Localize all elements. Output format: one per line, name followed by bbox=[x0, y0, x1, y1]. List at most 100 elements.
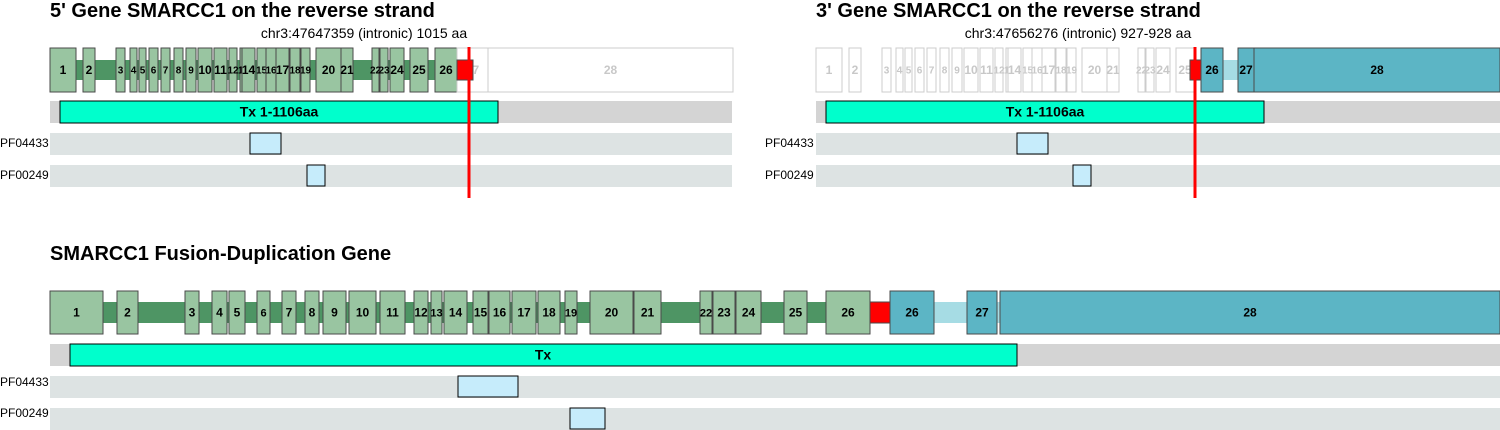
five-prime-exon-2 bbox=[82, 47, 96, 93]
three-prime-exon-label-17: 17 bbox=[1042, 63, 1056, 77]
five-prime-exon-label-5: 5 bbox=[140, 66, 146, 77]
three-prime-tx-label: Tx 1-1106aa bbox=[1006, 104, 1085, 120]
fusion-exon-label-24: 24 bbox=[742, 306, 756, 320]
fusion-exon-24 bbox=[735, 290, 762, 335]
five-prime-domain-track-1 bbox=[50, 133, 732, 155]
three-prime-exon-label-20: 20 bbox=[1088, 63, 1102, 77]
fusion-exon-label-12: 12 bbox=[414, 306, 428, 320]
five-prime-exon-14 bbox=[241, 47, 256, 93]
fusion-domain-label-2: PF00249 bbox=[0, 406, 49, 420]
five-prime-exon-18 bbox=[289, 47, 301, 93]
five-prime-tx-bar bbox=[59, 100, 499, 124]
three-prime-exon-label-19: 19 bbox=[1066, 66, 1078, 77]
fusion-exon-17 bbox=[511, 290, 537, 335]
fusion-exon-label-19: 19 bbox=[565, 307, 577, 319]
five-prime-exon-23 bbox=[379, 47, 389, 93]
five-prime-exon-label-26: 26 bbox=[439, 63, 453, 77]
five-prime-breakpoint-label: chr3:47647359 (intronic) 1015 aa bbox=[261, 25, 467, 41]
fusion-gene-track: 1 2 3 4 5 6 7 8 9 10 11 12 13 14 15 16 17 18 19 20 21 22 23 24 2… bbox=[49, 290, 1500, 335]
three-prime-exon-label-7: 7 bbox=[929, 66, 935, 77]
fusion-exon-4 bbox=[211, 290, 228, 335]
fusion-exon-6 bbox=[256, 290, 271, 335]
five-prime-breakpoint-block bbox=[456, 59, 474, 81]
three-prime-exon-24 bbox=[1155, 47, 1171, 93]
five-prime-exon-label-17: 17 bbox=[276, 63, 290, 77]
three-prime-exon-label-25: 25 bbox=[1178, 63, 1192, 77]
three-prime-exon-12 bbox=[994, 47, 1004, 93]
five-prime-title: 5' Gene SMARCC1 on the reverse strand bbox=[50, 0, 435, 22]
three-prime-exon-19 bbox=[1066, 47, 1077, 93]
fusion-exon-label-2: 2 bbox=[124, 306, 131, 320]
five-prime-exon-label-8: 8 bbox=[176, 66, 182, 77]
three-prime-exon-11 bbox=[979, 47, 994, 93]
fusion-domain-pf04433 bbox=[457, 375, 519, 398]
fusion-exon-14 bbox=[443, 290, 468, 335]
three-prime-domain-track-2 bbox=[816, 165, 1500, 187]
fusion-exon-label-9: 9 bbox=[331, 306, 338, 320]
five-prime-exon-label-19: 19 bbox=[300, 66, 312, 77]
three-prime-exon-22 bbox=[1137, 47, 1146, 93]
fusion-exon-19 bbox=[564, 290, 578, 335]
fusion-exon-22 bbox=[699, 290, 713, 335]
fusion-exon-8 bbox=[304, 290, 320, 335]
fusion-exon-27 bbox=[889, 290, 935, 335]
five-prime-exon-10 bbox=[197, 47, 213, 93]
three-prime-exon-label-16: 16 bbox=[1031, 66, 1043, 77]
fusion-exon-label-29: 28 bbox=[1243, 306, 1257, 320]
five-prime-exon-label-7: 7 bbox=[163, 66, 169, 77]
fusion-title: SMARCC1 Fusion-Duplication Gene bbox=[50, 243, 391, 265]
fusion-exon-label-18: 18 bbox=[542, 306, 556, 320]
five-prime-exon-label-4: 4 bbox=[131, 66, 137, 77]
five-prime-exon-17 bbox=[275, 47, 290, 93]
fusion-tx-label: Tx bbox=[535, 347, 552, 363]
five-prime-exon-label-14: 14 bbox=[242, 63, 256, 77]
fusion-exon-23 bbox=[712, 290, 736, 335]
five-prime-domain-label-1: PF04433 bbox=[0, 136, 49, 150]
fusion-exon-label-16: 16 bbox=[493, 306, 507, 320]
three-prime-exon-label-4: 4 bbox=[897, 66, 903, 77]
fusion-exon-label-5: 5 bbox=[234, 306, 241, 320]
five-prime-domain-pf00249 bbox=[306, 164, 326, 187]
fusion-exon-label-26: 26 bbox=[841, 306, 855, 320]
fusion-exon-label-10: 10 bbox=[356, 306, 370, 320]
fusion-exon-10 bbox=[348, 290, 377, 335]
fusion-exon-label-3: 3 bbox=[189, 306, 196, 320]
five-prime-exon-9 bbox=[185, 47, 197, 93]
five-prime-exon-3 bbox=[115, 47, 126, 93]
five-prime-exon-label-9: 9 bbox=[188, 66, 194, 77]
five-prime-exon-5 bbox=[138, 47, 147, 93]
fusion-exon-21 bbox=[633, 290, 662, 335]
five-prime-exon-label-2: 2 bbox=[86, 63, 93, 77]
five-prime-exon-21 bbox=[340, 47, 354, 93]
fusion-exon-2 bbox=[116, 290, 139, 335]
fusion-exon-label-1: 1 bbox=[73, 306, 80, 320]
three-prime-exon-10 bbox=[963, 47, 979, 93]
three-prime-exon-label-22: 22 bbox=[1136, 66, 1148, 77]
five-prime-exon-label-28: 28 bbox=[604, 63, 618, 77]
five-prime-exon-25 bbox=[409, 47, 429, 93]
fusion-exon-label-21: 21 bbox=[641, 306, 655, 320]
three-prime-domain-label-2: PF00249 bbox=[765, 168, 814, 182]
fusion-exon-label-23: 23 bbox=[717, 306, 731, 320]
three-prime-title: 3' Gene SMARCC1 on the reverse strand bbox=[816, 0, 1201, 22]
three-prime-exon-label-21: 21 bbox=[1106, 63, 1120, 77]
three-prime-exon-label-14: 14 bbox=[1008, 63, 1022, 77]
three-prime-exon-label-12: 12 bbox=[993, 66, 1005, 77]
fusion-exon-label-27: 26 bbox=[905, 306, 919, 320]
fusion-exon-label-25: 25 bbox=[789, 306, 803, 320]
five-prime-exon-24 bbox=[389, 47, 405, 93]
three-prime-exon-label-15: 15 bbox=[1022, 66, 1034, 77]
three-prime-exon-7 bbox=[926, 47, 937, 93]
three-prime-exon-20 bbox=[1081, 47, 1108, 93]
fusion-exon-label-20: 20 bbox=[605, 306, 619, 320]
fusion-exon-label-6: 6 bbox=[260, 307, 266, 319]
three-prime-exon-label-6: 6 bbox=[917, 66, 923, 77]
three-prime-exon-label-2: 2 bbox=[852, 63, 859, 77]
five-prime-exon-7 bbox=[160, 47, 171, 93]
three-prime-exon-label-1: 1 bbox=[826, 63, 833, 77]
fusion-tx-bar bbox=[69, 343, 1018, 367]
three-prime-exon-label-5: 5 bbox=[906, 66, 912, 77]
fusion-domain-track-2 bbox=[50, 408, 1500, 430]
fusion-exon-18 bbox=[537, 290, 561, 335]
three-prime-exon-4 bbox=[895, 47, 904, 93]
